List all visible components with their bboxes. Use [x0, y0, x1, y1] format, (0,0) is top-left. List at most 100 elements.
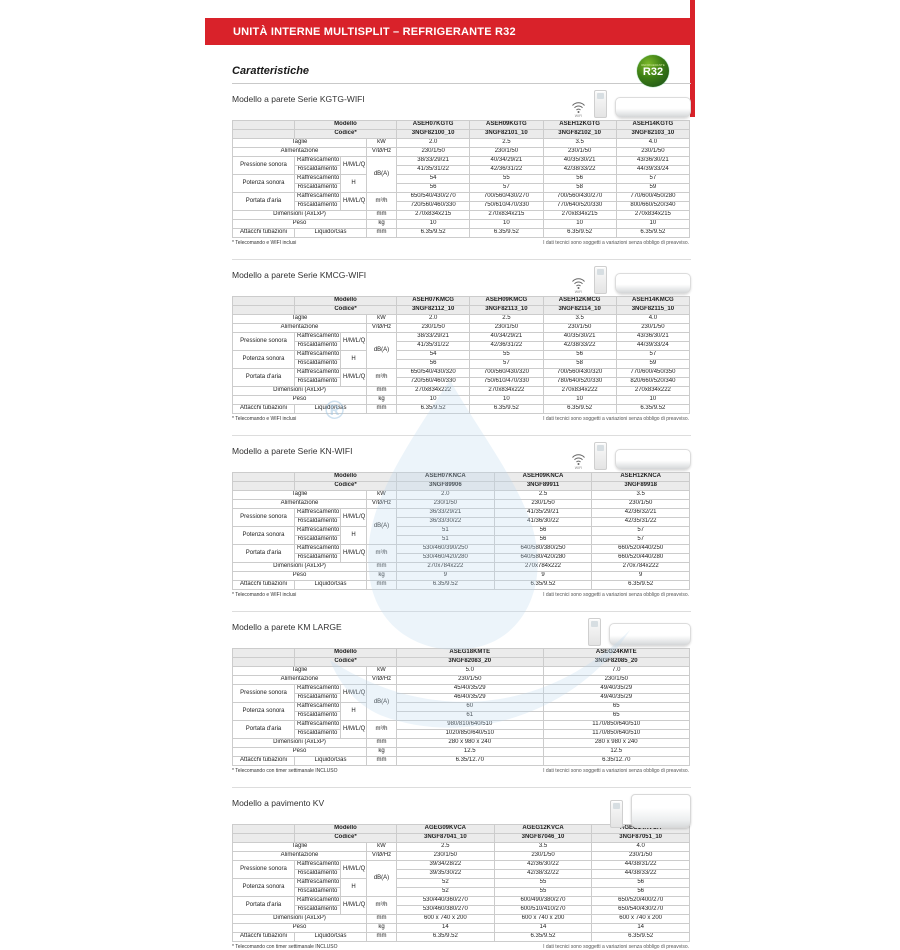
peso-value: 10 [542, 395, 617, 405]
codice-header: Codice* [293, 481, 398, 491]
sublabel-liquido-gas: Liquido/Gas [294, 932, 367, 942]
code-cell: 3NGF87046_10 [493, 833, 593, 843]
potenza-risc-value: 56 [396, 183, 471, 193]
cell [232, 296, 295, 306]
code-cell: 3NGF87051_10 [591, 833, 690, 843]
portata-risc-value: 720/560/460/330 [396, 377, 471, 387]
pressione-raff-value: 36/33/29/21 [396, 508, 495, 518]
h-label: H [340, 350, 367, 369]
peso-value: 10 [396, 395, 471, 405]
row-label-pressione-sonora: Pressione sonora [232, 508, 295, 527]
footnote-left: * Telecomando con timer settimanale INCL… [232, 944, 338, 950]
row-label-pressione-sonora: Pressione sonora [232, 860, 295, 879]
row-label-peso: Peso [232, 747, 367, 757]
portata-raff-value: 1170/850/640/510 [542, 720, 691, 730]
sublabel-liquido-gas: Liquido/Gas [294, 580, 367, 590]
model-cell: ASEH09KGTG [469, 120, 544, 130]
portata-risc-value: 820/660/520/340 [615, 377, 691, 387]
attacchi-value: 6.35/9.52 [591, 932, 690, 942]
pressione-raff-value: 40/35/30/21 [542, 156, 617, 166]
codice-header: Codice* [293, 305, 398, 315]
r32-badge-small-text: REFRIGERANTE [641, 63, 665, 67]
row-label-alimentazione: Alimentazione [232, 851, 367, 861]
potenza-risc-value: 57 [591, 535, 690, 545]
row-label-alimentazione: Alimentazione [232, 323, 367, 333]
code-cell: 3NGF82113_10 [469, 305, 544, 315]
sublabel-raffrescamento: Raffrescamento [294, 332, 341, 342]
pressione-risc-value: 44/38/33/22 [591, 869, 690, 879]
code-cell: 3NGF82101_10 [469, 129, 544, 139]
remote-control-image [594, 266, 607, 294]
sublabel-raffrescamento: Raffrescamento [294, 720, 341, 730]
potenza-risc-value: 61 [396, 711, 544, 721]
dimensioni-value: 270x834x215 [396, 210, 471, 220]
sublabel-riscaldamento: Riscaldamento [294, 553, 341, 563]
pressione-raff-value: 41/35/29/21 [493, 508, 593, 518]
unit-cell: mm [365, 932, 398, 942]
attacchi-value: 6.35/9.52 [469, 404, 544, 414]
attacchi-value: 6.35/9.52 [396, 228, 471, 238]
taglie-value: 2.0 [396, 314, 471, 324]
row-label-pressione-sonora: Pressione sonora [232, 332, 295, 351]
potenza-risc-value: 56 [493, 535, 593, 545]
dimensioni-value: 600 x 740 x 200 [396, 914, 495, 924]
hmlq-label: H/M/L/Q [340, 508, 367, 527]
alimentazione-value: 230/1/50 [591, 499, 690, 509]
cell [232, 833, 295, 843]
portata-risc-value: 660/520/440/280 [591, 553, 690, 563]
pressione-risc-value: 36/33/30/22 [396, 517, 495, 527]
row-label-portata-aria: Portata d'aria [232, 544, 295, 563]
attacchi-value: 6.35/9.52 [615, 228, 691, 238]
alimentazione-value: 230/1/50 [542, 147, 617, 157]
model-cell: ASEH07KNCA [396, 472, 495, 482]
cell [232, 120, 295, 130]
sublabel-riscaldamento: Riscaldamento [294, 359, 341, 369]
taglie-value: 5.0 [396, 666, 544, 676]
potenza-risc-value: 51 [396, 535, 495, 545]
portata-risc-value: 750/610/470/330 [469, 377, 544, 387]
alimentazione-value: 230/1/50 [591, 851, 690, 861]
sublabel-liquido-gas: Liquido/Gas [294, 404, 367, 414]
potenza-risc-value: 58 [542, 359, 617, 369]
attacchi-value: 6.35/9.52 [469, 228, 544, 238]
hmlq-label: H/M/L/Q [340, 896, 367, 915]
dimensioni-value: 270x834x215 [615, 210, 691, 220]
pressione-raff-value: 43/36/30/21 [615, 156, 691, 166]
h-label: H [340, 878, 367, 897]
spec-table-km-large: Modello ASEG18KMTE ASEG24KMTE Codice* 3NGF82… [232, 648, 691, 766]
hmlq-label: H/M/L/Q [340, 156, 367, 175]
pressione-raff-value: 42/36/30/22 [493, 860, 593, 870]
unit-cell: kW [365, 842, 398, 852]
row-label-portata-aria: Portata d'aria [232, 368, 295, 387]
section-icons: WIFI [571, 266, 691, 294]
peso-value: 14 [396, 923, 495, 933]
row-label-pressione-sonora: Pressione sonora [232, 156, 295, 175]
peso-value: 14 [493, 923, 593, 933]
row-label-taglie: Taglie [232, 666, 367, 676]
pressione-risc-value: 42/38/33/22 [542, 165, 617, 175]
row-label-dimensioni: Dimensioni (AxLxP) [232, 386, 367, 396]
alimentazione-value: 230/1/50 [615, 323, 691, 333]
pressione-risc-value: 41/36/30/22 [493, 517, 593, 527]
model-cell: ASEH14KMCG [615, 296, 691, 306]
potenza-risc-value: 65 [542, 711, 691, 721]
unit-cell: mm [365, 756, 398, 766]
unit-cell: dB(A) [365, 156, 398, 193]
dimensioni-value: 270x834x222 [396, 386, 471, 396]
alimentazione-value: 230/1/50 [542, 323, 617, 333]
portata-risc-value: 720/560/460/330 [396, 201, 471, 211]
r32-badge: REFRIGERANTE R32 [637, 55, 669, 87]
row-label-taglie: Taglie [232, 490, 367, 500]
unit-cell: V/Ø/Hz [365, 675, 398, 685]
peso-value: 9 [396, 571, 495, 581]
potenza-raff-value: 57 [591, 526, 690, 536]
model-cell: ASEH14KGTG [615, 120, 691, 130]
remote-control-image [588, 618, 601, 646]
cell [232, 472, 295, 482]
modello-header: Modello [293, 472, 398, 482]
unit-cell: m³/h [365, 368, 398, 387]
portata-raff-value: 530/460/390/250 [396, 544, 495, 554]
potenza-raff-value: 55 [469, 350, 544, 360]
dimensioni-value: 600 x 740 x 200 [591, 914, 690, 924]
pressione-risc-value: 46/40/35/29 [396, 693, 544, 703]
